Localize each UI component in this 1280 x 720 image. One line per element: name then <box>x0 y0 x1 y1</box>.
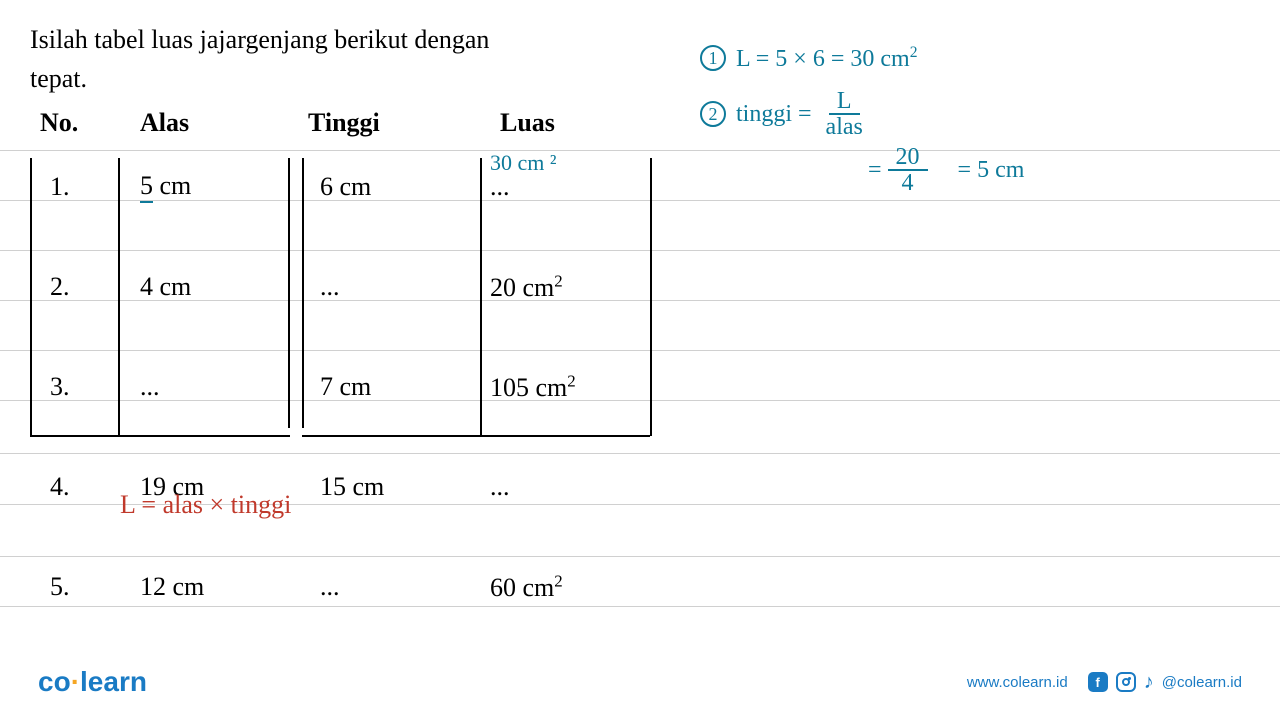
cell-alas: 5 cm <box>120 171 290 203</box>
work-prefix-3: = <box>868 157 882 184</box>
table-row: 3....7 cm105 cm2 <box>30 362 670 412</box>
frac-num: L <box>829 89 860 115</box>
work-line-1: 1 L = 5 × 6 = 30 cm2 <box>700 36 1240 80</box>
table-header-row: No. Alas Tinggi Luas <box>30 108 670 138</box>
work-panel: 1 L = 5 × 6 = 30 cm2 2 tinggi = L alas =… <box>700 36 1240 204</box>
footer: co·learn www.colearn.id f ♪ @colearn.id <box>38 666 1242 698</box>
cell-alas: ... <box>120 372 290 402</box>
fraction-3: 20 4 <box>888 145 928 195</box>
social-icons: f ♪ @colearn.id <box>1088 671 1242 694</box>
header-alas: Alas <box>120 108 290 138</box>
work-line-3: = 20 4 = 5 cm <box>700 148 1240 192</box>
ruled-line <box>0 453 1280 454</box>
footer-handle: @colearn.id <box>1162 674 1242 691</box>
work-prefix-2: tinggi = <box>736 101 812 128</box>
question-panel: Isilah tabel luas jajargenjang berikut d… <box>30 20 670 437</box>
logo-part1: co <box>38 666 71 697</box>
ruled-line <box>0 556 1280 557</box>
question-text: Isilah tabel luas jajargenjang berikut d… <box>30 20 670 98</box>
question-line1: Isilah tabel luas jajargenjang berikut d… <box>30 25 489 54</box>
data-table: No. Alas Tinggi Luas 1.5 cm6 cm30 cm ²..… <box>30 108 670 437</box>
cell-tinggi: ... <box>290 572 480 602</box>
cell-alas: 12 cm <box>120 572 290 602</box>
cell-no: 2. <box>30 272 120 302</box>
frac-num: 20 <box>888 145 928 171</box>
cell-no: 3. <box>30 372 120 402</box>
cell-luas: 20 cm2 <box>480 271 650 303</box>
logo-part2: learn <box>80 666 147 697</box>
logo-dot: · <box>71 666 80 697</box>
header-luas: Luas <box>480 108 650 138</box>
table-border <box>302 435 650 437</box>
step-number-2: 2 <box>700 101 726 127</box>
cell-tinggi: 6 cm <box>290 172 480 202</box>
footer-right: www.colearn.id f ♪ @colearn.id <box>967 671 1242 694</box>
cell-luas: 60 cm2 <box>480 571 650 603</box>
cell-no: 1. <box>30 172 120 202</box>
header-tinggi: Tinggi <box>290 108 480 138</box>
tiktok-icon: ♪ <box>1144 671 1154 694</box>
question-line2: tepat. <box>30 64 87 93</box>
work-line-2: 2 tinggi = L alas <box>700 92 1240 136</box>
table-row: 5.12 cm...60 cm2 <box>30 562 670 612</box>
table-body: 1.5 cm6 cm30 cm ²...2.4 cm...20 cm23....… <box>30 162 670 437</box>
frac-den: 4 <box>894 171 922 195</box>
cell-no: 4. <box>30 472 120 502</box>
cell-luas: 30 cm ²... <box>480 172 650 202</box>
facebook-icon: f <box>1088 672 1108 692</box>
cell-luas: ... <box>480 472 650 502</box>
frac-den: alas <box>818 115 871 139</box>
table-border <box>30 435 290 437</box>
cell-tinggi: 15 cm <box>290 472 480 502</box>
work-text-1: L = 5 × 6 = 30 cm2 <box>736 44 918 73</box>
cell-alas: 4 cm <box>120 272 290 302</box>
cell-tinggi: ... <box>290 272 480 302</box>
table-row: 2.4 cm...20 cm2 <box>30 262 670 312</box>
cell-no: 5. <box>30 572 120 602</box>
instagram-icon <box>1116 672 1136 692</box>
cell-luas: 105 cm2 <box>480 371 650 403</box>
header-no: No. <box>30 108 120 138</box>
handwritten-answer: 30 cm ² <box>490 150 556 176</box>
step-number-1: 1 <box>700 45 726 71</box>
table-row: 1.5 cm6 cm30 cm ²... <box>30 162 670 212</box>
fraction-2: L alas <box>818 89 871 139</box>
cell-tinggi: 7 cm <box>290 372 480 402</box>
formula-text: L = alas × tinggi <box>120 490 291 520</box>
work-suffix-3: = 5 cm <box>958 157 1025 184</box>
brand-logo: co·learn <box>38 666 147 698</box>
footer-url: www.colearn.id <box>967 674 1068 691</box>
